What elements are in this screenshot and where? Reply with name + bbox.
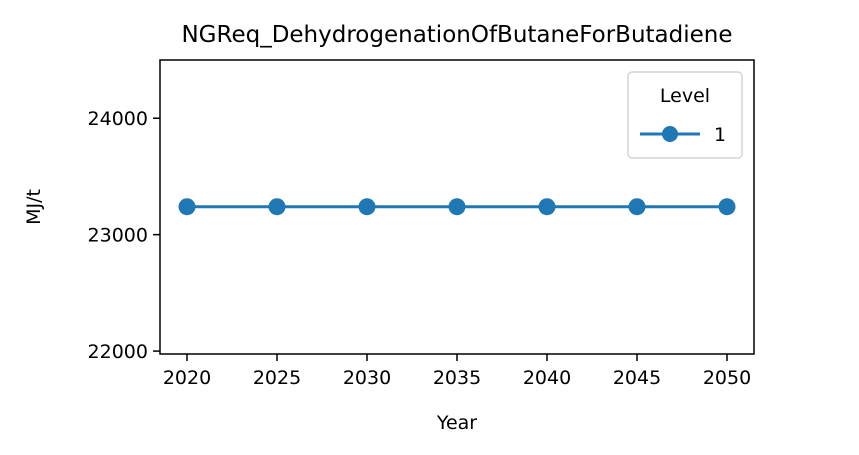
data-point <box>178 198 196 216</box>
x-tick-label: 2040 <box>523 367 571 389</box>
data-point <box>358 198 376 216</box>
y-tick-label: 22000 <box>88 341 148 363</box>
chart-title: NGReq_DehydrogenationOfButaneForButadien… <box>181 22 732 48</box>
x-tick-label: 2020 <box>163 367 211 389</box>
x-tick-label: 2025 <box>253 367 301 389</box>
y-tick-label: 24000 <box>88 108 148 130</box>
legend-entry-label: 1 <box>714 124 726 146</box>
x-tick-label: 2050 <box>703 367 751 389</box>
legend-box <box>627 71 743 159</box>
y-axis: 22000 23000 24000 <box>88 108 160 363</box>
x-tick-label: 2045 <box>613 367 661 389</box>
legend-marker-swatch <box>662 126 678 142</box>
series-layer <box>178 198 736 216</box>
data-point <box>448 198 466 216</box>
data-point <box>538 198 556 216</box>
x-axis-label: Year <box>436 412 477 434</box>
data-point <box>268 198 286 216</box>
x-tick-label: 2035 <box>433 367 481 389</box>
legend: Level 1 <box>627 71 743 159</box>
legend-title: Level <box>660 85 710 107</box>
y-axis-label: MJ/t <box>23 189 45 225</box>
y-tick-label: 23000 <box>88 225 148 247</box>
x-tick-label: 2030 <box>343 367 391 389</box>
data-point <box>718 198 736 216</box>
x-axis: 2020 2025 2030 2035 2040 2045 2050 <box>163 354 751 389</box>
data-point <box>628 198 646 216</box>
